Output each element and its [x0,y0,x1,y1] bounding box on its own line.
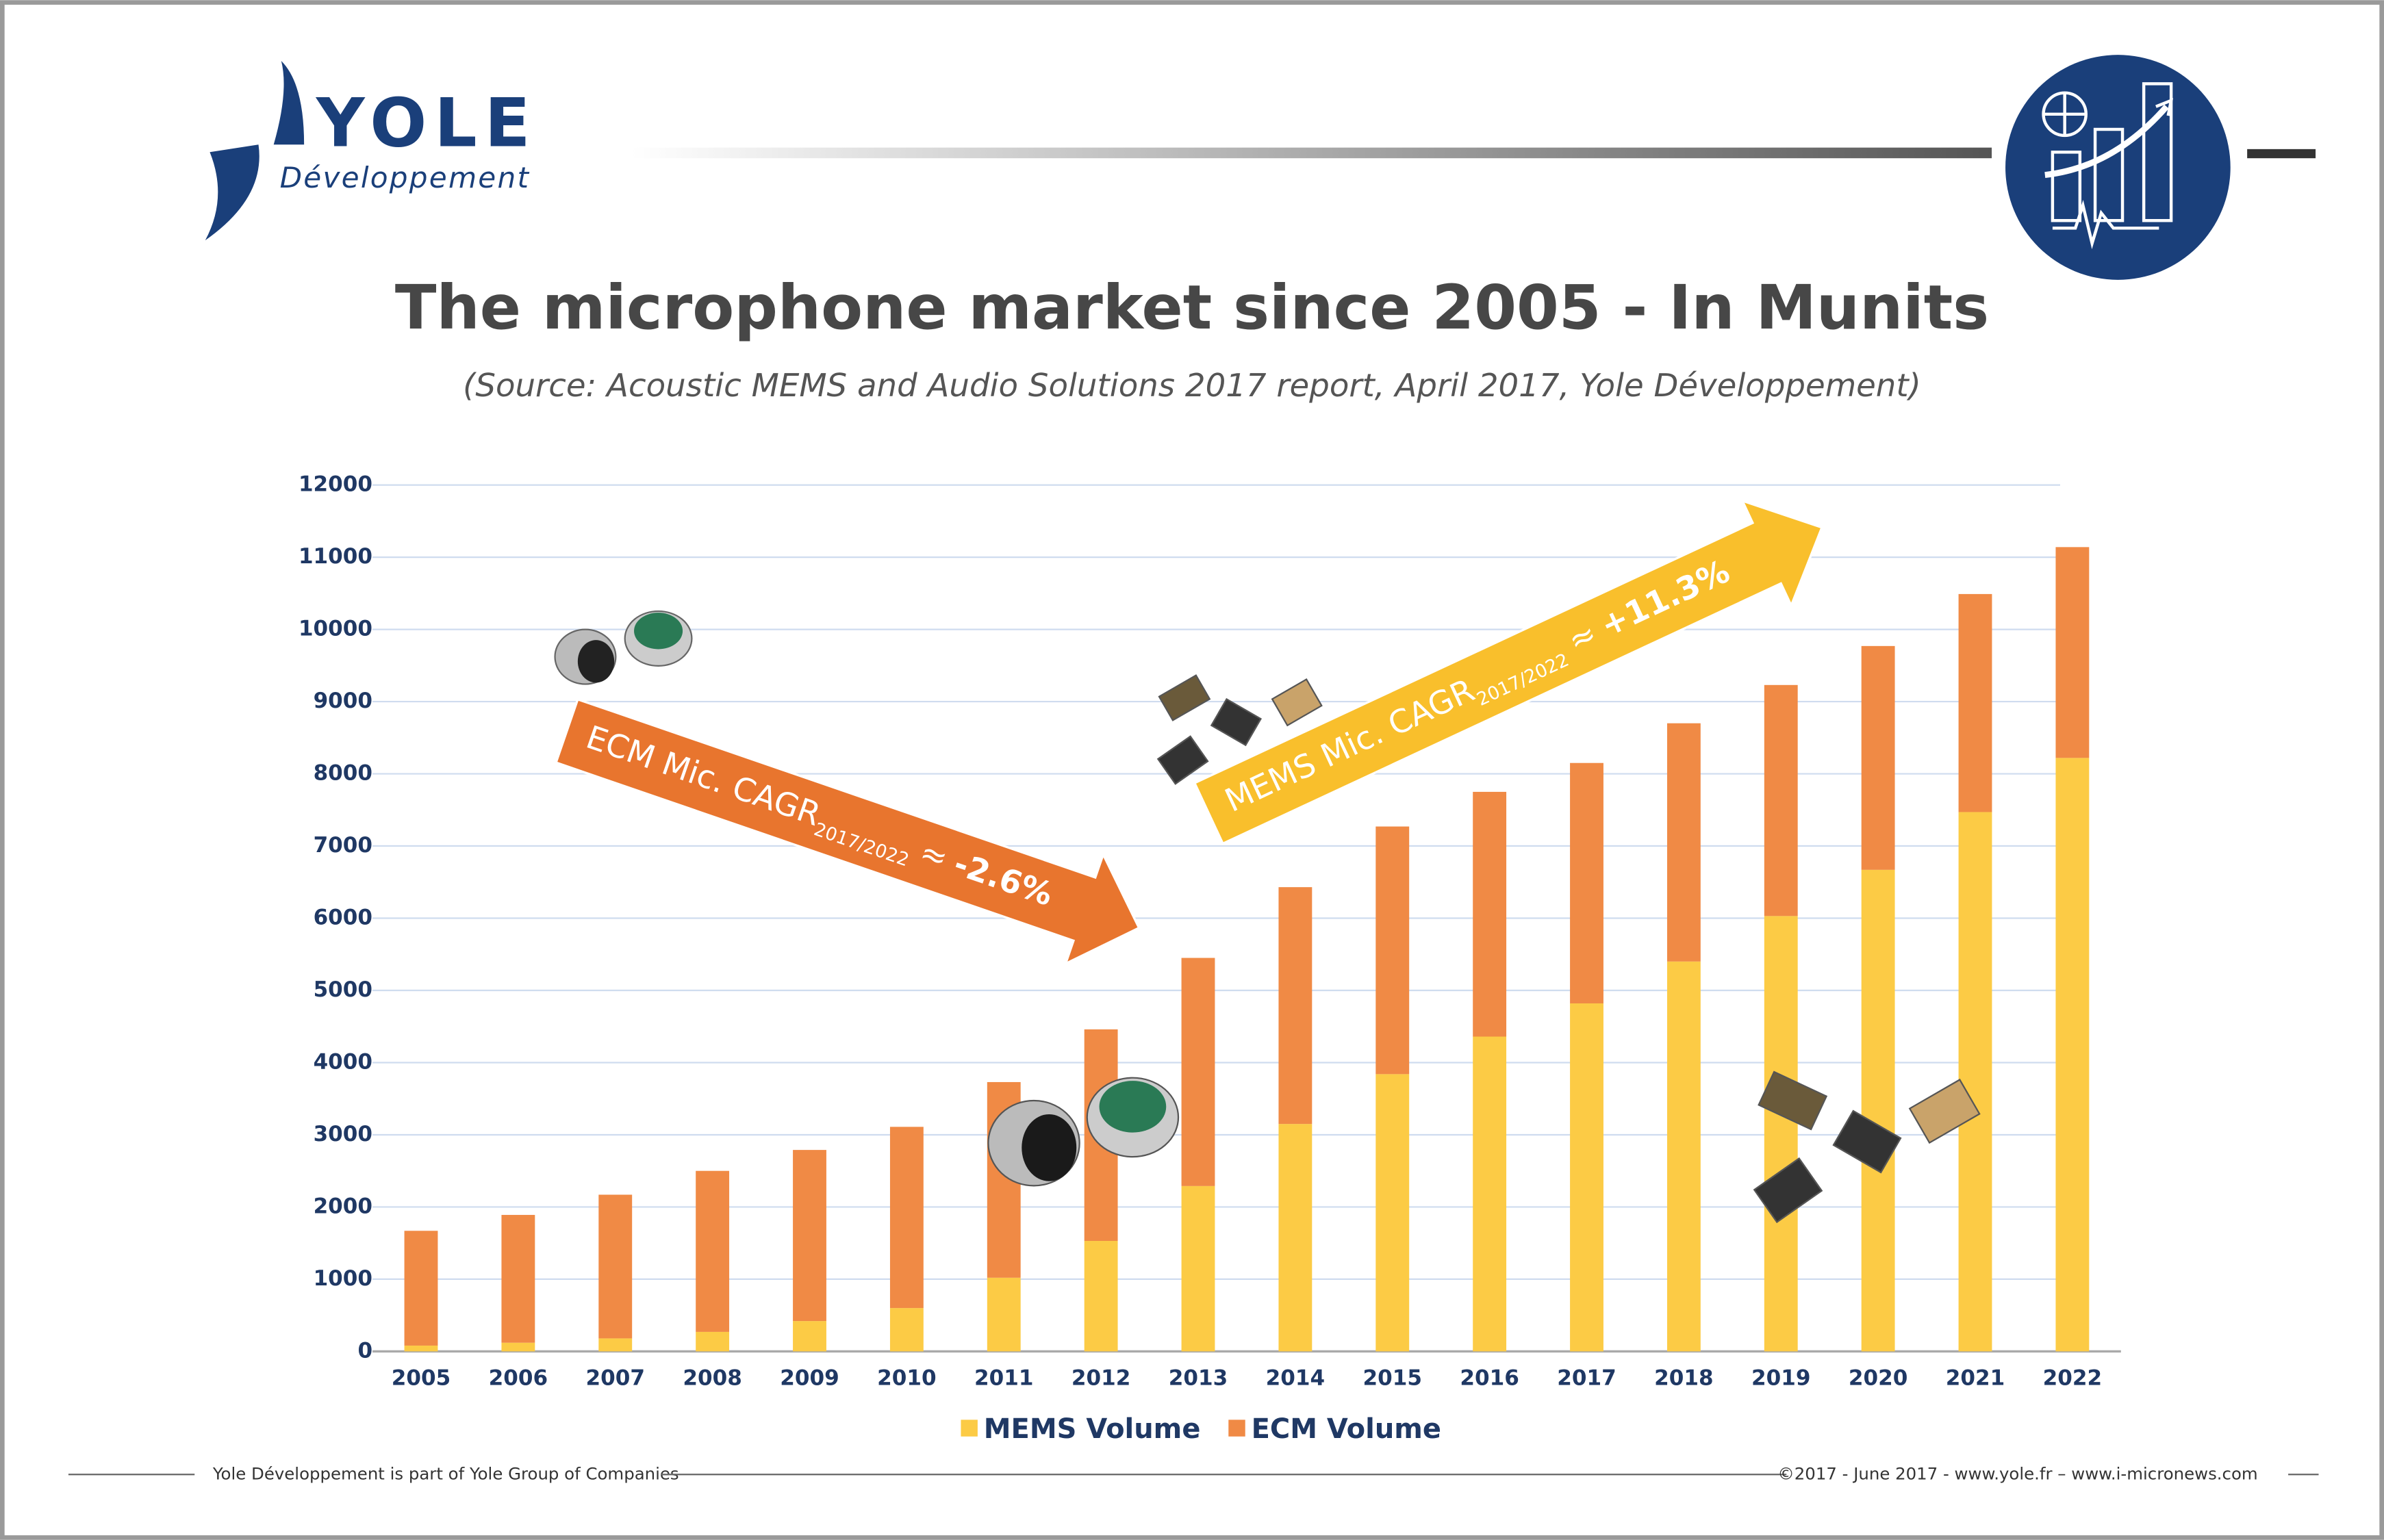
legend-swatch [1228,1420,1245,1437]
bar-segment [889,1308,924,1352]
bar-segment [1473,1036,1507,1352]
logo-text: YOLE [316,85,538,163]
y-tick-label: 7000 [314,833,373,858]
legend-label: MEMS Volume [984,1413,1201,1445]
y-tick-label: 4000 [314,1049,373,1074]
bar-segment [1084,1241,1118,1352]
bar-segment [501,1342,535,1352]
bar-segment [793,1321,826,1352]
y-tick-label: 10000 [299,617,372,641]
y-tick-label: 12000 [299,472,372,497]
bar-segment [1958,812,1992,1352]
x-tick-label: 2008 [683,1365,742,1390]
x-tick-label: 2019 [1751,1365,1811,1390]
bar-segment [1764,684,1798,916]
y-tick-label: 2000 [314,1194,373,1218]
x-tick-label: 2014 [1266,1365,1326,1390]
x-tick-label: 2015 [1363,1365,1423,1390]
bar-segment [1375,1074,1410,1352]
x-tick-label: 2012 [1071,1365,1131,1390]
bar-segment [1666,723,1701,962]
x-tick-label: 2010 [877,1365,937,1390]
bar-segment [987,1277,1021,1352]
x-tick-label: 2007 [586,1365,646,1390]
x-tick-label: 2016 [1460,1365,1519,1390]
bar-segment [1181,1185,1215,1352]
bar-segment [1278,1124,1313,1352]
header-bar [631,147,1992,159]
chart-subtitle: (Source: Acoustic MEMS and Audio Solutio… [463,367,1921,404]
logo: YOLE Développement [205,61,538,241]
bar-segment [2055,758,2090,1352]
bar-segment [1958,593,1992,812]
bar-segment [1473,791,1507,1037]
x-tick-label: 2020 [1849,1365,1908,1390]
footer-left: Yole Développement is part of Yole Group… [212,1463,679,1483]
y-tick-label: 9000 [314,689,373,713]
y-tick-label: 5000 [314,977,373,1002]
bar-segment [1861,645,1895,870]
bar-segment [1570,1003,1603,1352]
x-tick-label: 2006 [489,1365,548,1390]
x-tick-label: 2005 [392,1365,451,1390]
bar-segment [404,1231,438,1346]
ecm-mic-icon [554,610,1180,1187]
bar-segment [696,1331,730,1352]
bar-segment [598,1194,633,1339]
bar-segment [696,1170,730,1332]
legend-swatch [961,1420,978,1437]
y-tick-label: 1000 [314,1266,373,1291]
y-tick-label: 0 [357,1338,372,1363]
x-tick-label: 2011 [974,1365,1034,1390]
footer-right: ©2017 - June 2017 - www.yole.fr – www.i-… [1777,1463,2257,1483]
x-tick-label: 2018 [1654,1365,1713,1390]
bar-segment [1666,961,1701,1352]
plot: 0 1000 2000 3000 4000 5000 6000 7000 8000 9000 100… [299,472,2121,1390]
bar-segment [1764,916,1798,1352]
bar-segment [1181,958,1215,1186]
bar-segment [889,1127,924,1309]
x-tick-label: 2017 [1557,1365,1616,1390]
x-tick-label: 2022 [2043,1365,2103,1390]
y-tick-label: 6000 [314,906,373,930]
logo-subtext: Développement [280,161,531,194]
y-tick-label: 8000 [314,761,373,786]
bar-segment [501,1215,535,1343]
bar-segment [1861,869,1895,1352]
x-tick-label: 2009 [780,1365,839,1390]
bar-segment [1375,826,1410,1075]
x-tick-label: 2013 [1169,1365,1228,1390]
bar-segment [2055,547,2090,758]
x-tick-label: 2021 [1946,1365,2005,1390]
y-tick-label: 3000 [314,1122,373,1146]
legend: MEMS Volume ECM Volume [961,1413,1441,1445]
bar-segment [793,1150,826,1322]
bar-segment [1570,762,1603,1003]
header-bar [2247,149,2316,159]
bar-segment [404,1345,438,1352]
bar-segment [1278,887,1313,1125]
mems-mic-icon [1156,674,1981,1224]
y-tick-label: 11000 [299,544,372,569]
chart-title: The microphone market since 2005 - In Mu… [395,272,1989,343]
legend-label: ECM Volume [1252,1413,1441,1445]
report-icon [2005,55,2231,280]
bar-segment [598,1338,633,1352]
